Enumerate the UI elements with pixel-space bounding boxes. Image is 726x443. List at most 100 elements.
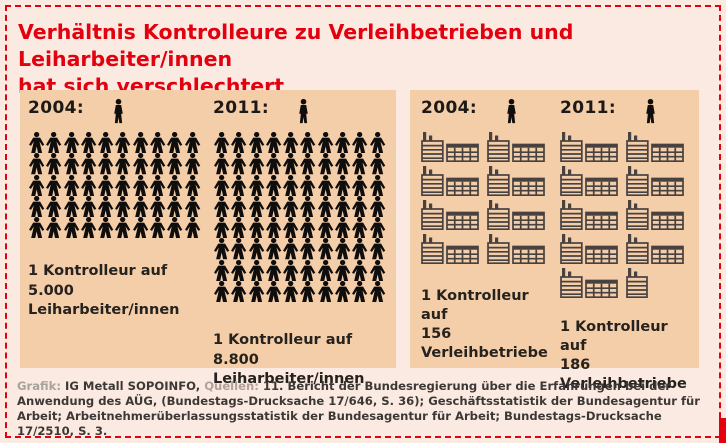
factory-icon xyxy=(487,132,545,162)
ratio-caption-line2: Leiharbeiter/innen xyxy=(213,370,365,387)
person-icon xyxy=(283,195,299,218)
factory-icon xyxy=(487,166,545,196)
person-icon xyxy=(265,174,282,196)
person-icon xyxy=(335,195,351,218)
person-icon xyxy=(80,132,97,154)
person-icon xyxy=(317,281,334,303)
person-icon xyxy=(248,174,264,196)
person-icon xyxy=(317,259,334,282)
person-icon xyxy=(265,132,282,154)
person-icon xyxy=(317,153,334,175)
person-icon xyxy=(317,238,334,260)
ratio-caption-line1: 1 Kontrolleur auf xyxy=(560,319,668,355)
person-icon xyxy=(167,217,183,239)
person-icon xyxy=(248,238,264,260)
column-header: 2004: xyxy=(421,98,553,126)
year-label: 2004: xyxy=(28,98,85,118)
person-icon xyxy=(352,195,368,218)
page-title-line1: Verhältnis Kontrolleure zu Verleihbetrie… xyxy=(18,20,574,72)
person-icon xyxy=(80,153,97,175)
ratio-caption: 1 Kontrolleur auf 8.800 Leiharbeiter/inn… xyxy=(213,331,388,388)
person-icon xyxy=(167,195,183,218)
pictogram-grid-people-2011 xyxy=(213,132,386,303)
person-icon xyxy=(150,217,166,239)
person-icon xyxy=(214,132,230,154)
person-icon xyxy=(248,132,264,154)
factory-icon xyxy=(626,234,684,264)
factory-icon xyxy=(421,132,479,162)
person-icon xyxy=(248,153,264,175)
person-icon xyxy=(317,174,334,196)
person-icon xyxy=(98,195,114,218)
column-2011-leiharbeiter: 2011: xyxy=(213,98,388,389)
person-icon xyxy=(317,132,334,154)
person-icon xyxy=(184,174,200,196)
person-icon xyxy=(248,195,264,218)
person-icon xyxy=(167,132,183,154)
controller-person-icon xyxy=(114,98,123,124)
person-icon xyxy=(214,259,230,282)
person-icon xyxy=(167,153,183,175)
person-icon xyxy=(352,281,368,303)
person-icon xyxy=(352,174,368,196)
person-icon xyxy=(29,195,45,218)
person-icon xyxy=(150,195,166,218)
person-icon xyxy=(115,132,131,154)
sources-text: 11. Bericht der Bundesregierung über die… xyxy=(17,379,700,439)
person-icon xyxy=(369,132,385,154)
person-icon xyxy=(46,153,62,175)
person-icon xyxy=(300,195,316,218)
factory-icon xyxy=(560,166,618,196)
person-icon xyxy=(80,217,97,239)
person-icon xyxy=(335,174,351,196)
person-icon xyxy=(98,132,114,154)
grafik-label: Grafik: xyxy=(17,379,61,393)
person-icon xyxy=(283,281,299,303)
person-icon xyxy=(283,132,299,154)
person-icon xyxy=(214,281,230,303)
person-icon xyxy=(300,132,316,154)
person-icon xyxy=(335,259,351,282)
factory-icon xyxy=(560,132,618,162)
person-icon xyxy=(231,153,247,175)
person-icon xyxy=(265,281,282,303)
person-icon xyxy=(352,132,368,154)
person-icon xyxy=(248,259,264,282)
ratio-caption-line1: 1 Kontrolleur auf 5.000 xyxy=(28,263,168,299)
controller-person-icon xyxy=(507,98,516,124)
ratio-caption-line1: 1 Kontrolleur auf 8.800 xyxy=(213,332,353,368)
person-icon xyxy=(248,281,264,303)
person-icon xyxy=(300,281,316,303)
person-icon xyxy=(63,195,79,218)
person-icon xyxy=(29,153,45,175)
person-icon xyxy=(115,195,131,218)
year-label: 2004: xyxy=(421,98,478,118)
person-icon xyxy=(46,132,62,154)
person-icon xyxy=(98,174,114,196)
person-icon xyxy=(352,217,368,239)
person-icon xyxy=(335,217,351,239)
column-2011-verleihbetriebe: 2011: xyxy=(560,98,692,395)
person-icon xyxy=(265,238,282,260)
pictogram-grid-factories-2004 xyxy=(421,132,549,264)
factory-icon xyxy=(421,166,479,196)
pictogram-grid-people-2004 xyxy=(28,132,201,239)
person-icon xyxy=(352,259,368,282)
controller-person-icon xyxy=(299,98,308,124)
person-icon xyxy=(317,195,334,218)
person-icon xyxy=(98,217,114,239)
controller-person-icon xyxy=(646,98,655,124)
factory-icon xyxy=(487,234,545,264)
person-icon xyxy=(115,153,131,175)
person-icon xyxy=(63,174,79,196)
person-icon xyxy=(300,238,316,260)
person-icon xyxy=(46,217,62,239)
person-icon xyxy=(335,132,351,154)
source-caption: Grafik: IG Metall SOPOINFO, Quellen: 11.… xyxy=(17,379,711,439)
person-icon xyxy=(132,195,149,218)
person-icon xyxy=(265,217,282,239)
person-icon xyxy=(352,238,368,260)
person-icon xyxy=(369,217,385,239)
factory-half-icon xyxy=(626,268,648,298)
person-icon xyxy=(283,238,299,260)
